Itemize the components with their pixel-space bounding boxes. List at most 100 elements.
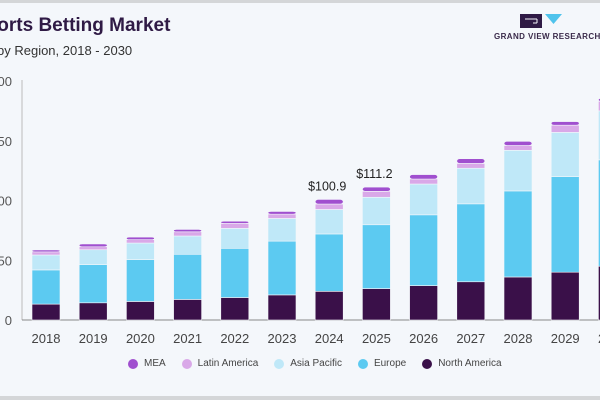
bar-segment-latin-america bbox=[409, 178, 438, 185]
bar-segment-asia-pacific bbox=[550, 132, 580, 177]
legend-dot-icon bbox=[422, 358, 433, 369]
bar-segment-latin-america bbox=[362, 190, 391, 198]
legend-label: North America bbox=[438, 358, 502, 369]
bottom-border bbox=[0, 396, 600, 400]
bar-segment-europe bbox=[314, 233, 344, 292]
y-tick-label: 150 bbox=[0, 134, 12, 149]
bar-segment-europe bbox=[503, 190, 533, 278]
bar-segment-latin-america bbox=[173, 231, 202, 237]
bar-segment-asia-pacific bbox=[409, 183, 438, 216]
legend-label: Asia Pacific bbox=[290, 358, 342, 369]
bar-segment-europe bbox=[362, 224, 391, 289]
bar-segment-latin-america bbox=[267, 213, 297, 219]
bar-segment-north-america bbox=[550, 271, 580, 321]
legend-item: Latin America bbox=[181, 358, 259, 369]
bar-segment-north-america bbox=[409, 285, 438, 321]
bar-segment-mea bbox=[126, 236, 155, 240]
legend: MEA Latin America Asia Pacific Europe North … bbox=[128, 358, 502, 369]
x-tick-label: 2024 bbox=[315, 331, 344, 346]
x-tick-label: 2018 bbox=[32, 331, 61, 346]
bar-segment-asia-pacific bbox=[314, 209, 344, 235]
legend-dot-icon bbox=[128, 358, 138, 369]
x-tick-label: 2030 bbox=[598, 331, 600, 346]
top-border bbox=[0, 0, 600, 3]
x-tick-label: 2029 bbox=[551, 331, 580, 346]
bar-segment-mea bbox=[220, 220, 250, 224]
legend-item: North America bbox=[422, 358, 502, 369]
logo-text: GRAND VIEW RESEARCH bbox=[494, 32, 600, 41]
x-tick-label: 2028 bbox=[504, 331, 533, 346]
chart-title: Sports Betting Market bbox=[0, 15, 171, 36]
bar-segment-europe bbox=[456, 203, 486, 283]
bar-segment-north-america bbox=[314, 291, 344, 321]
bar-segment-latin-america bbox=[31, 251, 61, 256]
x-tick-label: 2022 bbox=[220, 331, 249, 346]
bar-segment-latin-america bbox=[456, 163, 486, 169]
bar-segment-north-america bbox=[503, 276, 533, 321]
legend-item: Europe bbox=[357, 358, 407, 369]
bar-segment-asia-pacific bbox=[362, 196, 391, 226]
bar-segment-europe bbox=[598, 159, 600, 267]
y-tick-label: 200 bbox=[0, 74, 12, 89]
bar-segment-europe bbox=[550, 176, 580, 273]
x-tick-label: 2027 bbox=[456, 331, 485, 346]
x-tick-label: 2021 bbox=[173, 331, 202, 346]
bar-segment-asia-pacific bbox=[456, 167, 486, 205]
bar-segment-mea bbox=[409, 174, 438, 180]
bar-segment-latin-america bbox=[78, 246, 108, 251]
bar-segment-mea bbox=[267, 211, 297, 215]
bar-segment-asia-pacific bbox=[503, 150, 533, 192]
bar-segment-mea bbox=[456, 158, 486, 164]
bar-segment-north-america bbox=[456, 281, 486, 321]
bar-segment-europe bbox=[267, 240, 297, 296]
x-tick-label: 2019 bbox=[79, 331, 108, 346]
x-tick-label: 2023 bbox=[268, 331, 297, 346]
bar-segment-north-america bbox=[362, 288, 391, 321]
bar-segment-europe bbox=[173, 253, 202, 300]
bar-segment-asia-pacific bbox=[31, 254, 61, 271]
y-tick-label: 50 bbox=[0, 253, 12, 268]
chart-subtitle: by Region, 2018 - 2030 bbox=[0, 43, 133, 58]
bar-segment-north-america bbox=[78, 302, 108, 321]
legend-dot-icon bbox=[357, 358, 368, 369]
legend-label: Latin America bbox=[197, 358, 259, 369]
bar-segment-north-america bbox=[598, 265, 600, 321]
bar-segment-north-america bbox=[267, 294, 297, 321]
x-tick-label: 2026 bbox=[409, 331, 438, 346]
bar-segment-latin-america bbox=[598, 101, 600, 112]
legend-item: MEA bbox=[128, 358, 166, 369]
bar-segment-mea bbox=[31, 249, 61, 253]
data-label: $100.9 bbox=[308, 179, 346, 193]
bar-segment-mea bbox=[173, 229, 202, 233]
bar-segment-mea bbox=[503, 141, 533, 146]
y-tick-label: 100 bbox=[0, 194, 12, 209]
grand-view-logo bbox=[520, 14, 562, 34]
bar-segment-latin-america bbox=[126, 239, 155, 244]
bar-segment-europe bbox=[220, 248, 250, 298]
bar-segment-asia-pacific bbox=[126, 242, 155, 260]
bar-segment-asia-pacific bbox=[598, 110, 600, 161]
bar-segment-mea bbox=[314, 199, 344, 205]
bar-segment-mea bbox=[550, 121, 580, 126]
bar-segment-asia-pacific bbox=[220, 228, 250, 249]
legend-dot-icon bbox=[274, 358, 285, 369]
bar-segment-north-america bbox=[173, 299, 202, 321]
bar-segment-latin-america bbox=[503, 145, 533, 151]
bar-segment-asia-pacific bbox=[78, 249, 108, 265]
bar-segment-europe bbox=[31, 269, 61, 305]
bar-segment-europe bbox=[78, 264, 108, 304]
bar-segment-europe bbox=[409, 214, 438, 286]
y-tick-label: 0 bbox=[5, 313, 12, 328]
bar-segment-latin-america bbox=[314, 203, 344, 210]
bar-segment-europe bbox=[126, 259, 155, 302]
legend-label: Europe bbox=[373, 358, 407, 369]
bar-segment-north-america bbox=[220, 297, 250, 321]
bar-segment-latin-america bbox=[220, 223, 250, 229]
bar-segment-north-america bbox=[31, 303, 61, 321]
x-tick-label: 2020 bbox=[126, 331, 155, 346]
bar-segment-north-america bbox=[126, 301, 155, 321]
legend-label: MEA bbox=[144, 358, 166, 369]
legend-item: Asia Pacific bbox=[274, 358, 342, 369]
bar-segment-mea bbox=[78, 243, 108, 248]
